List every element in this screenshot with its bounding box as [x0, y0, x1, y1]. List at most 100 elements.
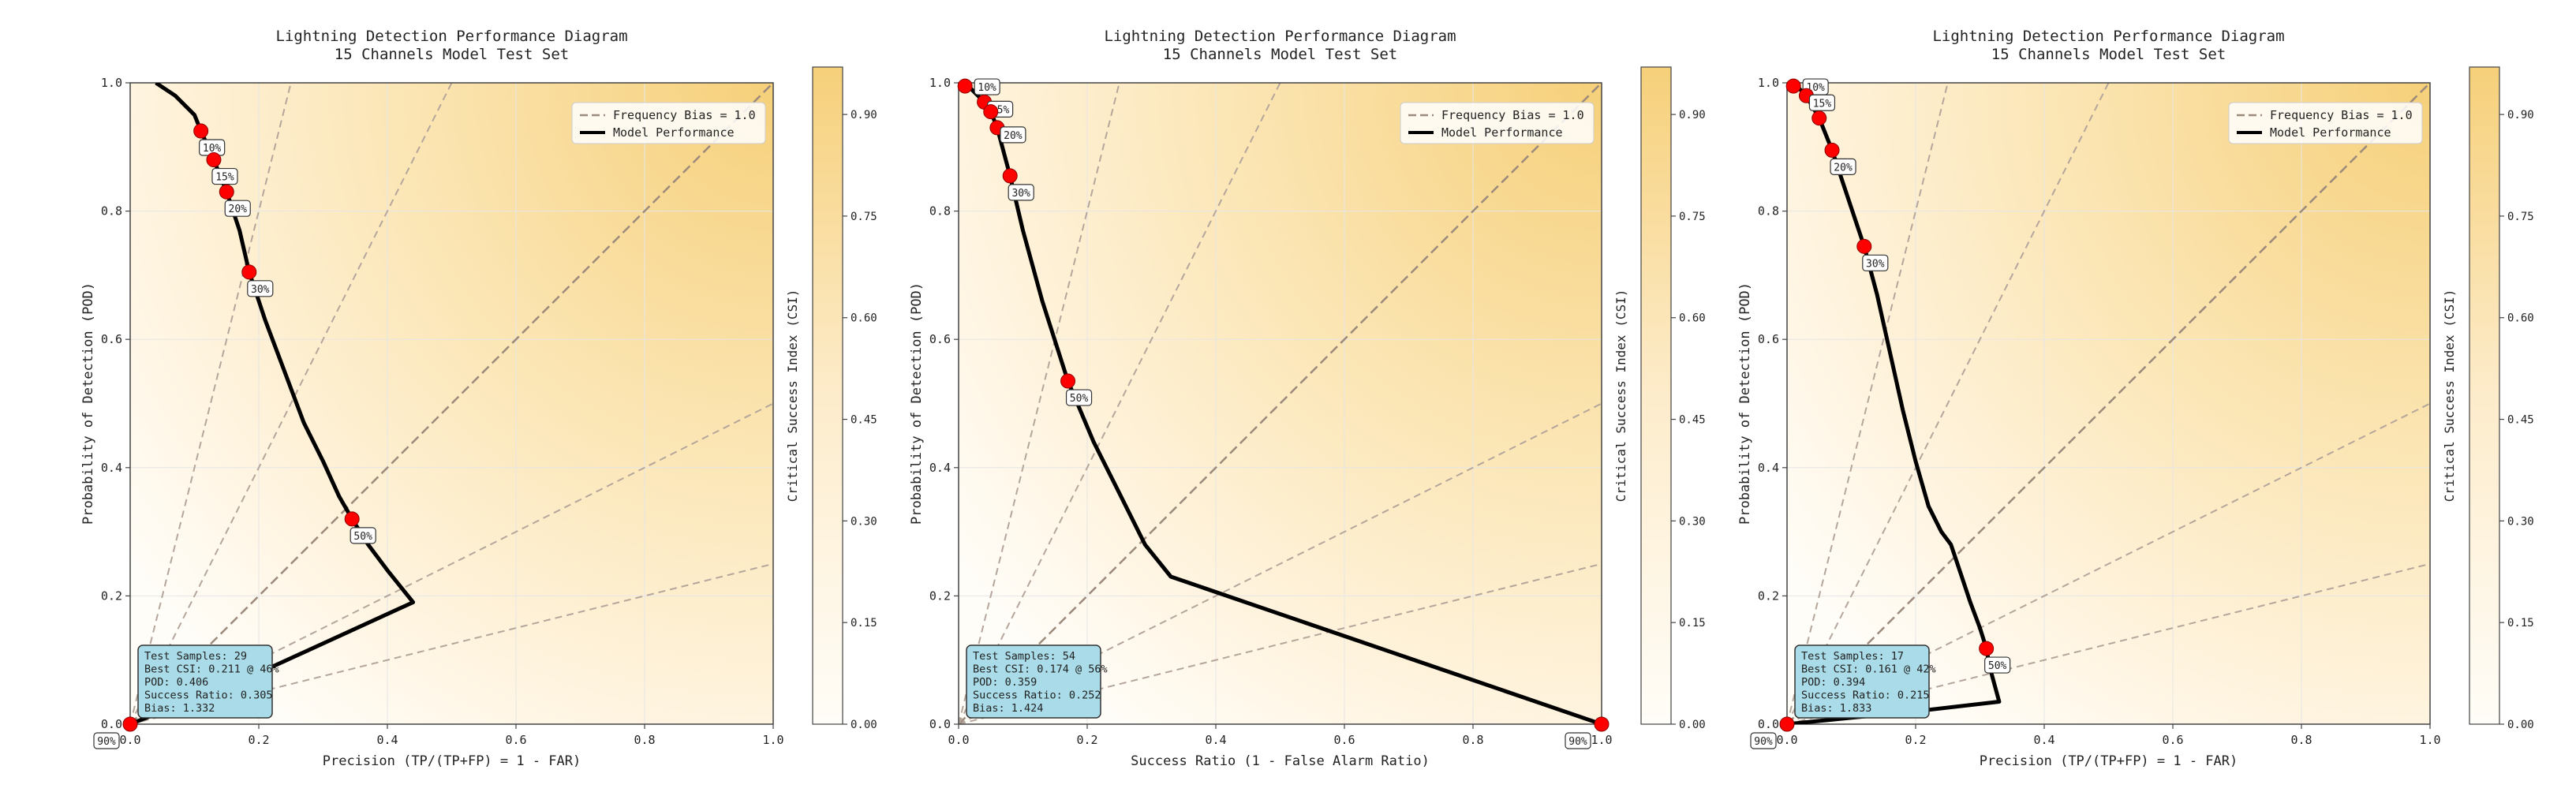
colorbar-tick-label: 0.00 — [851, 719, 877, 731]
x-axis-label: Precision (TP/(TP+FP) = 1 - FAR) — [1980, 753, 2238, 769]
stats-line: Bias: 1.424 — [973, 702, 1043, 715]
y-tick-label: 0.6 — [1758, 332, 1779, 346]
threshold-marker — [344, 511, 360, 527]
legend-bias-label: Frequency Bias = 1.0 — [2270, 108, 2413, 122]
bias-line — [1787, 83, 2430, 724]
threshold-marker — [122, 716, 138, 732]
stats-line: Bias: 1.833 — [1801, 702, 1871, 715]
axes-frame — [958, 82, 1602, 725]
y-tick-label: 0.6 — [101, 332, 122, 346]
threshold-label-text: 50% — [353, 531, 372, 543]
threshold-label: 90% — [1750, 732, 1777, 749]
legend-model-label: Model Performance — [613, 125, 735, 140]
x-tick-label: 0.8 — [634, 733, 655, 747]
threshold-label: 10% — [974, 78, 1000, 95]
x-tick-label: 0.0 — [1776, 733, 1797, 747]
legend-box — [1400, 102, 1595, 144]
threshold-marker — [241, 264, 257, 280]
legend-bias-label: Frequency Bias = 1.0 — [613, 108, 756, 122]
threshold-label-box — [1008, 184, 1034, 201]
colorbar-tick-label: 0.90 — [1679, 109, 1706, 121]
threshold-label: 50% — [350, 527, 376, 544]
y-tick-label: 0.0 — [1758, 717, 1779, 731]
threshold-label-text: 30% — [1866, 258, 1885, 270]
chart-panel-3: 0.0 0.2 0.4 0.6 0.8 1.0 0.0 0.2 0.4 0.6 0.8 1.0 Ligh… — [1737, 28, 2534, 769]
y-tick-label: 0.4 — [1758, 461, 1779, 475]
axes-frame — [1786, 82, 2431, 725]
threshold-marker — [1811, 110, 1827, 126]
threshold-label-text: 90% — [97, 736, 116, 748]
chart-panel-2: 0.0 0.2 0.4 0.6 0.8 1.0 0.0 0.2 0.4 0.6 0.8 1.0 Ligh… — [909, 28, 1706, 769]
stats-line: POD: 0.406 — [144, 676, 208, 689]
threshold-label-box — [974, 78, 1000, 95]
threshold-label-box — [211, 167, 238, 185]
x-tick-label: 0.8 — [2290, 733, 2312, 747]
chart-title: Lightning Detection Performance Diagram — [275, 28, 627, 45]
legend-box — [2228, 102, 2423, 144]
colorbar-tick-label: 0.15 — [2507, 617, 2534, 630]
colorbar-tick-label: 0.00 — [2507, 719, 2534, 731]
threshold-label-box — [93, 732, 120, 749]
x-tick-label: 1.0 — [2419, 733, 2440, 747]
threshold-label-box — [1862, 254, 1889, 271]
colorbar-tick-label: 0.15 — [1679, 617, 1706, 630]
threshold-label: 20% — [224, 200, 251, 217]
x-axis-label: Precision (TP/(TP+FP) = 1 - FAR) — [323, 753, 581, 769]
bias-line — [1787, 83, 1949, 724]
stats-box-bg — [137, 644, 273, 719]
threshold-marker — [1060, 373, 1076, 389]
threshold-marker — [1856, 238, 1872, 254]
bias-line — [959, 83, 1281, 724]
stats-line: Success Ratio: 0.305 — [144, 689, 273, 702]
x-tick-label: 0.0 — [948, 733, 969, 747]
y-axis-label: Probability of Detection (POD) — [80, 282, 96, 525]
stats-line: Success Ratio: 0.252 — [973, 689, 1101, 702]
threshold-label-text: 20% — [1004, 130, 1023, 142]
threshold-marker — [983, 104, 999, 120]
colorbar-tick-label: 0.45 — [851, 414, 877, 427]
legend: Frequency Bias = 1.0 Model Performance — [571, 102, 766, 144]
legend-box — [571, 102, 766, 144]
colorbar-gradient — [2469, 66, 2500, 725]
stats-line: Test Samples: 17 — [1801, 650, 1904, 663]
x-tick-label: 0.4 — [1205, 733, 1226, 747]
colorbar: 0.00 0.15 0.30 0.45 0.60 0.75 0.90 Critical Suc… — [785, 66, 877, 731]
y-tick-label: 1.0 — [1758, 76, 1779, 90]
threshold-marker — [219, 184, 234, 200]
threshold-label: 15% — [211, 167, 238, 185]
stats-line: Best CSI: 0.174 @ 56% — [973, 663, 1108, 676]
y-tick-label: 0.0 — [101, 717, 122, 731]
colorbar-label: Critical Success Index (CSI) — [2442, 290, 2457, 503]
colorbar-tick-label: 0.75 — [2507, 211, 2534, 223]
threshold-marker — [1979, 641, 1995, 656]
bias-line — [130, 83, 453, 724]
threshold-label-box — [1000, 126, 1026, 144]
threshold-label: 90% — [93, 732, 120, 749]
x-tick-label: 0.8 — [1462, 733, 1483, 747]
y-tick-label: 0.2 — [929, 588, 951, 603]
threshold-label-box — [1065, 389, 1093, 406]
threshold-label-box — [350, 527, 376, 544]
colorbar-tick-label: 0.60 — [1679, 312, 1706, 325]
y-tick-label: 1.0 — [101, 76, 122, 90]
threshold-label-text: 10% — [978, 82, 996, 94]
y-tick-label: 0.4 — [101, 461, 122, 475]
threshold-label-text: 15% — [1813, 98, 1832, 110]
threshold-label-box — [247, 280, 274, 297]
threshold-label-box — [224, 200, 251, 217]
threshold-label: 15% — [1808, 94, 1836, 111]
bias-line — [1787, 83, 2110, 724]
threshold-label-text: 90% — [1568, 736, 1587, 748]
colorbar: 0.00 0.15 0.30 0.45 0.60 0.75 0.90 Critical Suc… — [2442, 66, 2534, 731]
legend-model-label: Model Performance — [2270, 125, 2391, 140]
threshold-label-text: 90% — [1754, 736, 1773, 748]
colorbar-tick-label: 0.30 — [851, 515, 877, 528]
x-axis-label: Success Ratio (1 - False Alarm Ratio) — [1131, 753, 1430, 769]
stats-line: Bias: 1.332 — [144, 702, 215, 715]
y-tick-label: 0.2 — [1758, 588, 1779, 603]
chart-title: Lightning Detection Performance Diagram — [1104, 28, 1456, 45]
